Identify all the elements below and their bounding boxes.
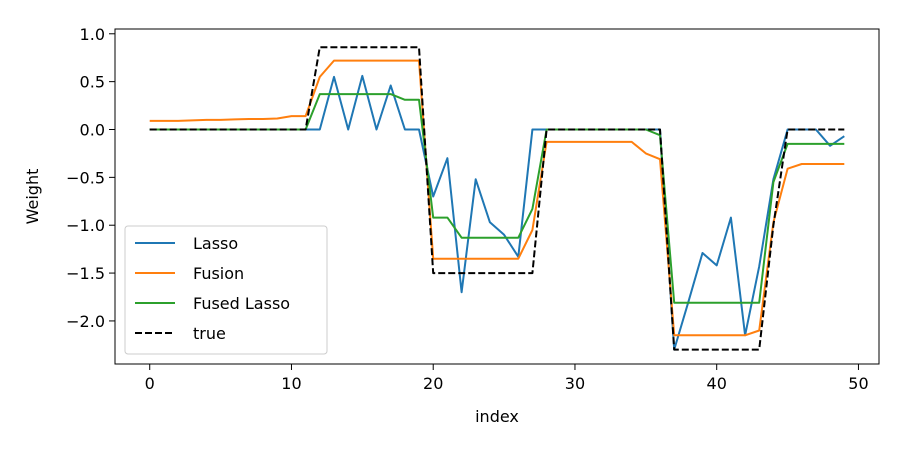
legend-label: Fused Lasso <box>193 294 290 313</box>
x-tick-label: 50 <box>848 374 868 393</box>
y-tick-label: −0.5 <box>66 168 105 187</box>
y-axis: 1.0 0.5 0.0 −0.5 −1.0 −1.5 −2.0 <box>66 25 115 331</box>
series-line-fusion <box>149 59 845 337</box>
y-tick-label: −1.0 <box>66 216 105 235</box>
y-tick-label: −2.0 <box>66 312 105 331</box>
y-tick-label: −1.5 <box>66 264 105 283</box>
y-tick-label: 0.0 <box>80 121 105 140</box>
legend-label: Lasso <box>193 234 238 253</box>
x-tick-label: 0 <box>145 374 155 393</box>
series-layer <box>149 46 845 351</box>
plot-frame <box>114 28 880 365</box>
legend-box <box>124 225 328 355</box>
series-line-true <box>149 46 845 351</box>
x-tick-label: 20 <box>423 374 443 393</box>
x-tick-label: 30 <box>565 374 585 393</box>
x-tick-label: 40 <box>707 374 727 393</box>
y-tick-label: 0.5 <box>80 73 105 92</box>
y-tick-label: 1.0 <box>80 25 105 44</box>
legend: Lasso Fusion Fused Lasso true <box>124 225 328 355</box>
x-tick-label: 10 <box>281 374 301 393</box>
x-axis: 0 10 20 30 40 50 <box>145 364 869 393</box>
legend-label: Fusion <box>193 264 244 283</box>
y-axis-label: Weight <box>23 169 42 225</box>
x-axis-label: index <box>475 407 519 426</box>
legend-label: true <box>193 324 226 343</box>
